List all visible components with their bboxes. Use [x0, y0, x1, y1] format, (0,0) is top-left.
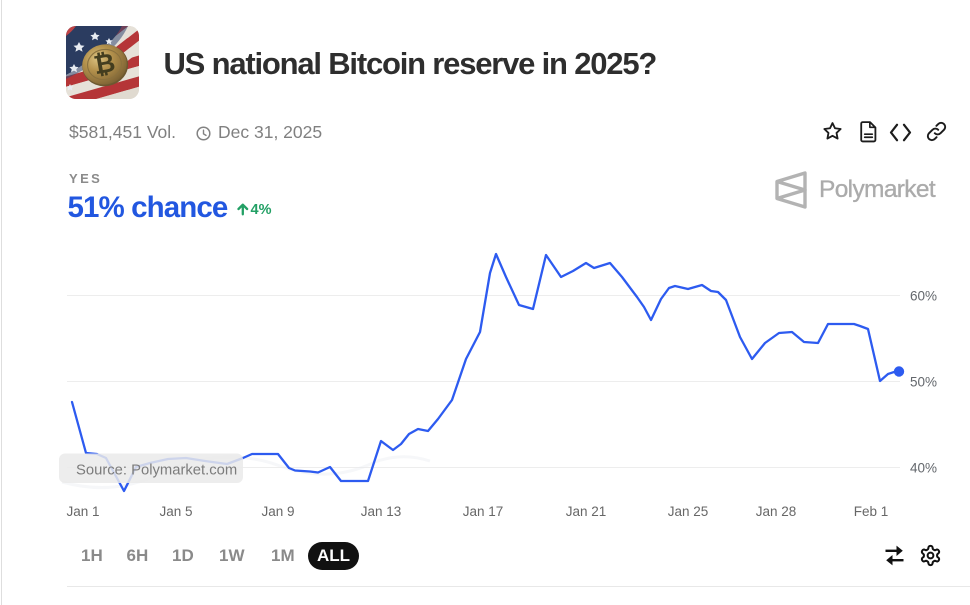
svg-text:Jan 1: Jan 1: [66, 504, 99, 519]
svg-text:₿: ₿: [91, 47, 117, 80]
svg-text:Jan 28: Jan 28: [756, 504, 797, 519]
svg-text:Jan 17: Jan 17: [463, 504, 504, 519]
svg-text:60%: 60%: [910, 289, 937, 304]
svg-text:Jan 21: Jan 21: [566, 504, 607, 519]
svg-text:Jan 5: Jan 5: [159, 504, 192, 519]
svg-text:Jan 13: Jan 13: [361, 504, 402, 519]
svg-text:40%: 40%: [910, 461, 937, 476]
svg-text:Source: Polymarket.com: Source: Polymarket.com: [76, 463, 237, 479]
svg-text:Feb 1: Feb 1: [854, 504, 889, 519]
svg-text:50%: 50%: [910, 375, 937, 390]
svg-text:Jan 25: Jan 25: [668, 504, 709, 519]
svg-text:Jan 9: Jan 9: [261, 504, 294, 519]
